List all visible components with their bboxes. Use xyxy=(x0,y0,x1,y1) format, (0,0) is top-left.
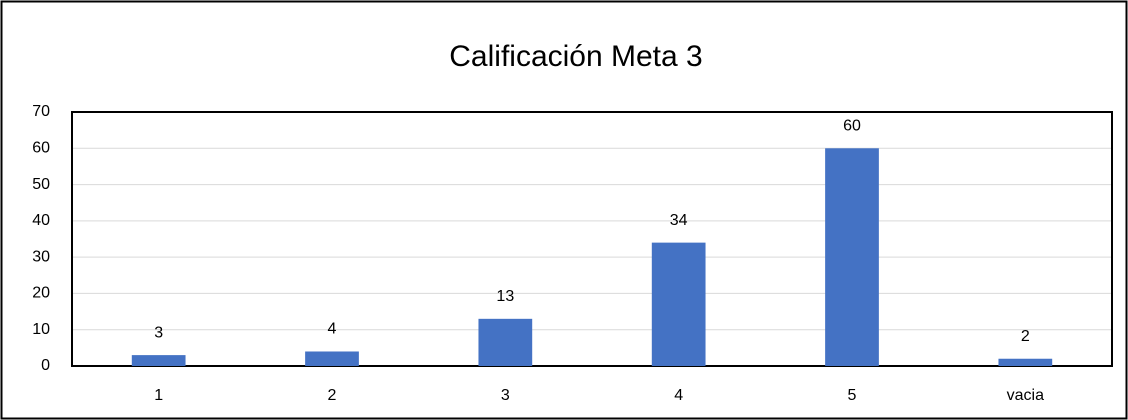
data-label: 34 xyxy=(670,212,688,229)
chart-title: Calificación Meta 3 xyxy=(449,40,702,73)
bar xyxy=(825,148,879,366)
y-tick-label: 50 xyxy=(32,176,50,193)
data-label: 4 xyxy=(328,321,337,338)
x-tick-label: vacia xyxy=(1007,387,1044,404)
x-tick-label: 2 xyxy=(328,387,337,404)
data-label: 13 xyxy=(496,288,514,305)
y-tick-label: 20 xyxy=(32,285,50,302)
x-tick-label: 4 xyxy=(674,387,683,404)
bar xyxy=(478,318,533,366)
bar xyxy=(651,242,706,366)
y-tick-label: 0 xyxy=(41,357,50,374)
y-tick-label: 40 xyxy=(32,212,50,229)
bar xyxy=(305,351,359,366)
data-label: 3 xyxy=(154,324,163,341)
x-tick-label: 3 xyxy=(501,387,510,404)
y-tick-label: 70 xyxy=(32,103,50,120)
bar xyxy=(998,358,1053,366)
y-tick-label: 60 xyxy=(32,140,50,157)
x-tick-label: 1 xyxy=(154,387,163,404)
x-tick-label: 5 xyxy=(848,387,857,404)
bar xyxy=(131,355,186,366)
data-label: 2 xyxy=(1021,328,1030,345)
y-tick-label: 30 xyxy=(32,248,50,265)
plot-border xyxy=(71,111,1113,367)
y-tick-label: 10 xyxy=(32,321,50,338)
data-label: 60 xyxy=(843,118,861,135)
